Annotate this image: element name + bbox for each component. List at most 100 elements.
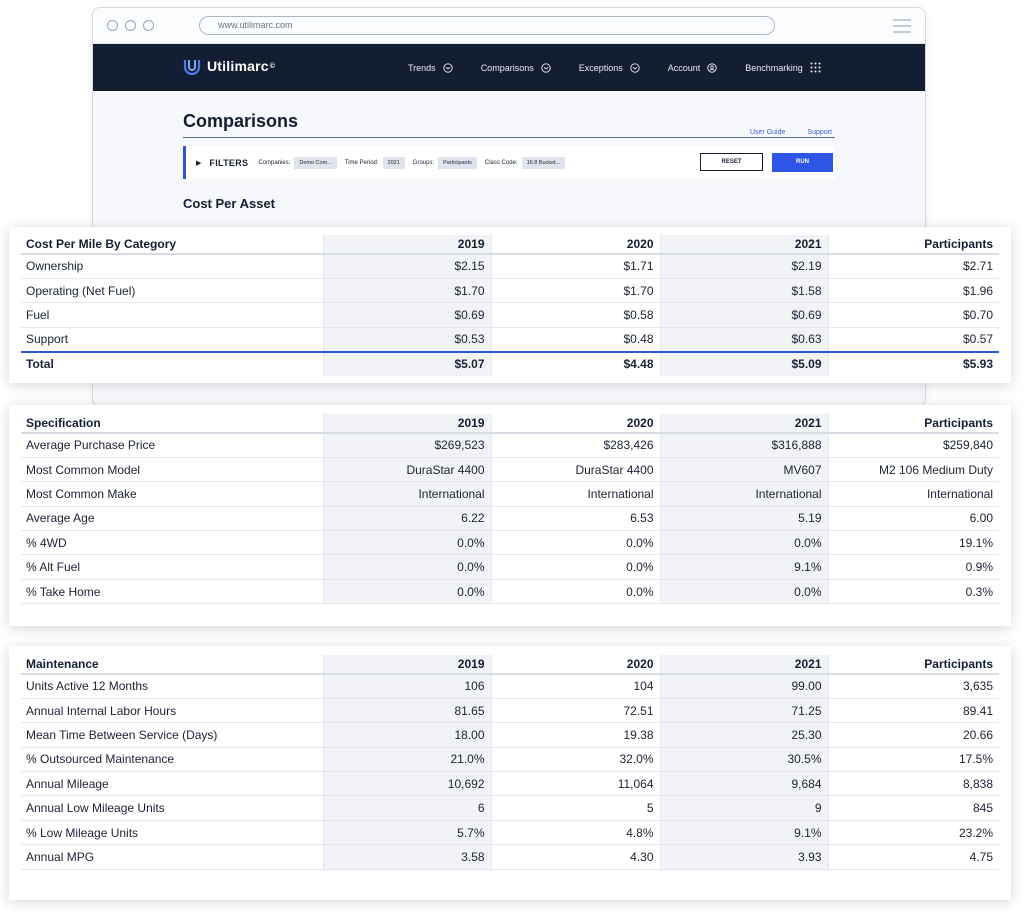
groups-filter[interactable]: Participants: [438, 156, 477, 169]
title-divider: [183, 137, 835, 138]
class-code-filter[interactable]: 16.8 Bucket...: [521, 156, 566, 169]
table-cell: $5.07: [322, 350, 491, 376]
chevron-circle-icon: [630, 62, 640, 73]
brand-mark: ©: [269, 62, 276, 70]
table-cell: $316,888: [659, 433, 828, 458]
table-cell: International: [322, 481, 491, 507]
column-header: 2019: [322, 414, 491, 434]
table-cell: International: [827, 481, 999, 507]
brand-logo[interactable]: Utilimarc ©: [183, 57, 275, 75]
table-cell: $0.69: [322, 302, 491, 328]
column-header: 2019: [322, 235, 491, 255]
browser-chrome: www.utilimarc.com: [93, 8, 925, 44]
table-cell: 3.93: [659, 844, 828, 870]
row-label: Annual Low Mileage Units: [21, 795, 323, 821]
row-label: Units Active 12 Months: [21, 674, 323, 699]
groups-label: Groups:: [412, 159, 435, 166]
table-cell: 5.7%: [322, 820, 491, 846]
window-minimize-dot[interactable]: [125, 20, 136, 31]
nav-account[interactable]: Account: [668, 63, 718, 73]
table-row: Average Age 6.22 6.53 5.19 6.00: [21, 506, 999, 532]
table-row: Most Common Model DuraStar 4400 DuraStar 4…: [21, 457, 999, 483]
grid-dots-icon: [810, 62, 821, 73]
table-cell: $1.96: [827, 278, 999, 304]
table-cell: 20.66: [827, 722, 999, 748]
table-cell: $1.58: [659, 278, 828, 304]
filters-bar: ▶ FILTERS Companies: Demo Com... Time Pe…: [183, 146, 835, 179]
table-row: Most Common Make International Internation…: [21, 481, 999, 507]
column-header: 2020: [490, 414, 660, 434]
row-label: Most Common Make: [21, 481, 323, 507]
table-cell: $2.71: [827, 254, 999, 279]
table-cell: 99.00: [659, 674, 828, 699]
table-cell: 8,838: [827, 771, 999, 797]
nav-trends[interactable]: Trends: [408, 63, 453, 73]
table-cell: 0.0%: [659, 579, 828, 605]
specification-card: Specification 2019 2020 2021 Participant…: [9, 405, 1011, 626]
row-label: % Outsourced Maintenance: [21, 747, 323, 773]
table-cell: DuraStar 4400: [490, 457, 660, 483]
support-link[interactable]: Support: [807, 129, 832, 136]
nav-exceptions[interactable]: Exceptions: [579, 63, 640, 73]
reset-button[interactable]: RESET: [700, 153, 763, 171]
run-button[interactable]: RUN: [772, 153, 833, 172]
column-header: 2021: [659, 235, 828, 255]
table-cell: 4.30: [490, 844, 660, 870]
row-label: Annual MPG: [21, 844, 323, 870]
row-label: Total: [21, 350, 323, 376]
table-cell: 9.1%: [659, 554, 828, 580]
table-cell: $0.69: [659, 302, 828, 328]
nav-comparisons[interactable]: Comparisons: [481, 63, 551, 73]
column-header: 2020: [490, 655, 660, 675]
row-label: Annual Mileage: [21, 771, 323, 797]
help-links: User Guide Support: [750, 129, 832, 136]
user-guide-link[interactable]: User Guide: [750, 129, 786, 136]
table-cell: 5.19: [659, 506, 828, 532]
time-period-filter[interactable]: 2021: [382, 156, 405, 169]
column-header: 2020: [490, 235, 660, 255]
nav-benchmarking[interactable]: Benchmarking: [745, 62, 821, 73]
row-label: % 4WD: [21, 530, 323, 556]
table-cell: 0.0%: [322, 530, 491, 556]
table-cell: MV607: [659, 457, 828, 483]
chevron-circle-icon: [541, 62, 551, 73]
table-row: Average Purchase Price $269,523 $283,426 $3…: [21, 433, 999, 458]
top-navbar: Utilimarc © Trends Comparisons Exceptions…: [93, 44, 925, 91]
table-cell: 81.65: [322, 698, 491, 724]
address-bar[interactable]: www.utilimarc.com: [199, 16, 775, 35]
table-header-row: Maintenance 2019 2020 2021 Participants: [21, 655, 999, 675]
row-label: Operating (Net Fuel): [21, 278, 323, 304]
chevron-circle-icon: [443, 62, 453, 73]
table-cell: 4.8%: [490, 820, 660, 846]
table-cell: $0.57: [827, 327, 999, 353]
table-cell: 19.38: [490, 722, 660, 748]
class-code-label: Class Code:: [484, 159, 518, 166]
window-maximize-dot[interactable]: [143, 20, 154, 31]
filters-label[interactable]: FILTERS: [209, 157, 249, 168]
table-cell: $0.63: [659, 327, 828, 353]
table-cell: 6.00: [827, 506, 999, 532]
table-cell: 4.75: [827, 844, 999, 870]
table-cell: 845: [827, 795, 999, 821]
table-cell: International: [490, 481, 660, 507]
menu-icon[interactable]: [893, 18, 911, 33]
table-row: Fuel $0.69 $0.58 $0.69 $0.70: [21, 302, 999, 328]
maintenance-card: Maintenance 2019 2020 2021 Participants …: [9, 646, 1011, 900]
table-cell: 17.5%: [827, 747, 999, 773]
table-cell: $0.48: [490, 327, 660, 353]
row-label: Average Age: [21, 506, 323, 532]
utilimarc-logo-icon: [183, 60, 201, 75]
table-cell: $2.15: [322, 254, 491, 279]
table-cell: 0.3%: [827, 579, 999, 605]
row-label: % Take Home: [21, 579, 323, 605]
table-cell: 0.0%: [490, 554, 660, 580]
table-row: Operating (Net Fuel) $1.70 $1.70 $1.58 $1.96: [21, 278, 999, 304]
column-header: Participants: [827, 655, 999, 675]
window-close-dot[interactable]: [107, 20, 118, 31]
expand-triangle-icon[interactable]: ▶: [196, 159, 202, 167]
column-header: Cost Per Mile By Category: [21, 235, 323, 255]
column-header: Participants: [827, 235, 999, 255]
table-row: % 4WD 0.0% 0.0% 0.0% 19.1%: [21, 530, 999, 556]
companies-filter[interactable]: Demo Com...: [294, 156, 337, 169]
table-cell: 106: [322, 674, 491, 699]
